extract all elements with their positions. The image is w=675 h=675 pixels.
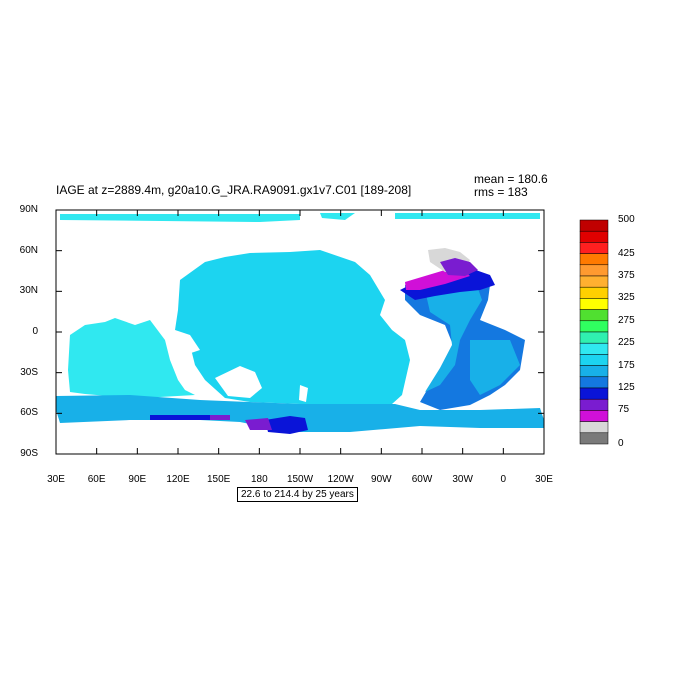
lon-tick-label: 90E: [128, 474, 147, 485]
lon-tick-label: 30W: [452, 474, 473, 485]
lon-tick-label: 60W: [411, 474, 433, 485]
labrador-violet: [440, 258, 478, 276]
lat-tick-label: 0: [32, 326, 38, 337]
lon-tick-label: 30E: [47, 474, 65, 485]
nadw-blue: [400, 268, 495, 300]
colorbar-swatch: [579, 320, 609, 333]
colorbar-label: 425: [618, 247, 635, 259]
rms-stat: rms = 183: [474, 185, 528, 199]
colorbar-swatch: [579, 242, 609, 254]
atlantic-inner: [425, 280, 482, 392]
colorbar-swatch: [579, 432, 609, 445]
lon-tick-label: 120W: [327, 474, 354, 485]
colorbar-label: 225: [618, 337, 635, 349]
lat-tick-label: 30N: [19, 285, 38, 297]
colorbar-swatch: [579, 365, 609, 378]
ross-sea-young: [265, 416, 308, 434]
mean-stat: mean = 180.6: [474, 172, 548, 186]
colorbar-swatch: [579, 376, 609, 389]
colorbar-swatch: [579, 354, 609, 366]
colorbar-label: 375: [618, 270, 635, 281]
south-atlantic-outer: [470, 340, 520, 395]
colorbar-swatch: [579, 331, 609, 344]
arctic-strip-east: [395, 213, 540, 219]
lat-tick-label: 60S: [20, 407, 38, 419]
colorbar-swatch: [579, 275, 609, 288]
lon-tick-label: 30E: [535, 474, 553, 485]
colorbar-label: 275: [618, 314, 635, 326]
colorbar-swatch: [579, 253, 609, 266]
colorbar-label: 175: [618, 359, 635, 371]
australia-land: [215, 366, 262, 398]
plot-title: IAGE at z=2889.4m, g20a10.G_JRA.RA9091.g…: [56, 183, 412, 197]
ross-sea-violet: [245, 418, 272, 430]
colorbar-swatch: [579, 398, 609, 411]
colorbar-swatch: [579, 219, 609, 232]
lon-tick-label: 150E: [206, 474, 231, 485]
southern-ocean: [56, 395, 544, 432]
map-panel: [56, 210, 544, 454]
arctic-fragment: [320, 213, 355, 220]
lon-tick-label: 180: [250, 474, 268, 485]
colorbar: [579, 219, 609, 445]
indian-ocean: [68, 318, 195, 397]
colorbar-swatch: [579, 309, 609, 322]
lon-tick-label: 120E: [166, 474, 190, 485]
colorbar-label: 125: [618, 382, 635, 393]
lat-tick-label: 30S: [20, 366, 38, 378]
lon-tick-label: 60E: [87, 474, 106, 485]
colorbar-label: 75: [618, 404, 630, 416]
colorbar-swatch: [579, 264, 609, 277]
lat-tick-label: 90N: [19, 204, 38, 215]
colorbar-swatch: [579, 387, 609, 400]
colorbar-label: 325: [618, 292, 635, 304]
coastal-violet: [210, 415, 230, 420]
colorbar-label: 0: [618, 438, 624, 449]
pacific-ocean: [175, 250, 410, 404]
lat-tick-label: 90S: [20, 448, 38, 459]
nz-land: [299, 385, 308, 402]
axis-ticks: [55, 209, 545, 455]
lat-tick-label: 60N: [19, 244, 38, 256]
colorbar-swatch: [579, 421, 609, 434]
colorbar-label: 500: [618, 214, 635, 225]
colorbar-swatch: [579, 342, 609, 355]
coastal-blue: [150, 415, 225, 420]
colorbar-swatch: [579, 298, 609, 310]
arctic-strip: [60, 214, 300, 222]
colorbar-swatch: [579, 230, 609, 243]
lon-tick-label: 90W: [371, 474, 392, 485]
lon-tick-label: 0: [500, 474, 507, 485]
lon-tick-label: 150W: [286, 474, 314, 485]
colorbar-swatch: [579, 410, 609, 422]
contour-range-note: 22.6 to 214.4 by 25 years: [237, 487, 358, 502]
colorbar-swatch: [579, 286, 609, 299]
maritime-islands: [172, 330, 200, 355]
